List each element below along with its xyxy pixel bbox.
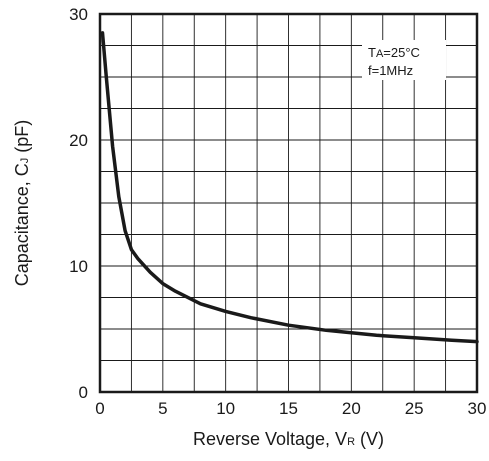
y-axis-label-main: Capacitance, C xyxy=(12,163,32,286)
x-tick-label: 0 xyxy=(95,399,104,418)
annotation-frequency: f=1MHz xyxy=(368,63,413,78)
y-tick-label: 0 xyxy=(79,383,88,402)
series-line xyxy=(100,31,479,344)
y-axis-label-subscript: J xyxy=(19,158,31,164)
annotation-temp-value: =25°C xyxy=(383,45,420,60)
x-axis-label-subscript: R xyxy=(347,436,355,448)
tick-labels: 0 5 10 15 20 25 30 0 10 20 30 xyxy=(69,5,486,418)
x-axis-label: Reverse Voltage, VR (V) xyxy=(193,429,384,449)
annotation-background xyxy=(362,40,446,80)
y-tick-label: 10 xyxy=(69,257,88,276)
x-tick-label: 10 xyxy=(216,399,235,418)
annotation-temp-subscript: A xyxy=(376,48,384,60)
x-axis-label-main: Reverse Voltage, V xyxy=(193,429,347,449)
y-axis-label-unit: (pF) xyxy=(12,120,32,158)
x-tick-label: 15 xyxy=(279,399,298,418)
y-tick-label: 20 xyxy=(69,131,88,150)
x-tick-label: 30 xyxy=(468,399,487,418)
x-axis-label-unit: (V) xyxy=(355,429,384,449)
x-tick-label: 25 xyxy=(405,399,424,418)
x-tick-label: 5 xyxy=(158,399,167,418)
x-tick-label: 20 xyxy=(342,399,361,418)
y-tick-label: 30 xyxy=(69,5,88,24)
annotation-temp-symbol: T xyxy=(368,45,376,60)
y-axis-label: Capacitance, CJ (pF) xyxy=(12,120,32,287)
annotation-temperature: TA=25°C xyxy=(368,45,420,60)
plot-frame xyxy=(98,12,479,394)
